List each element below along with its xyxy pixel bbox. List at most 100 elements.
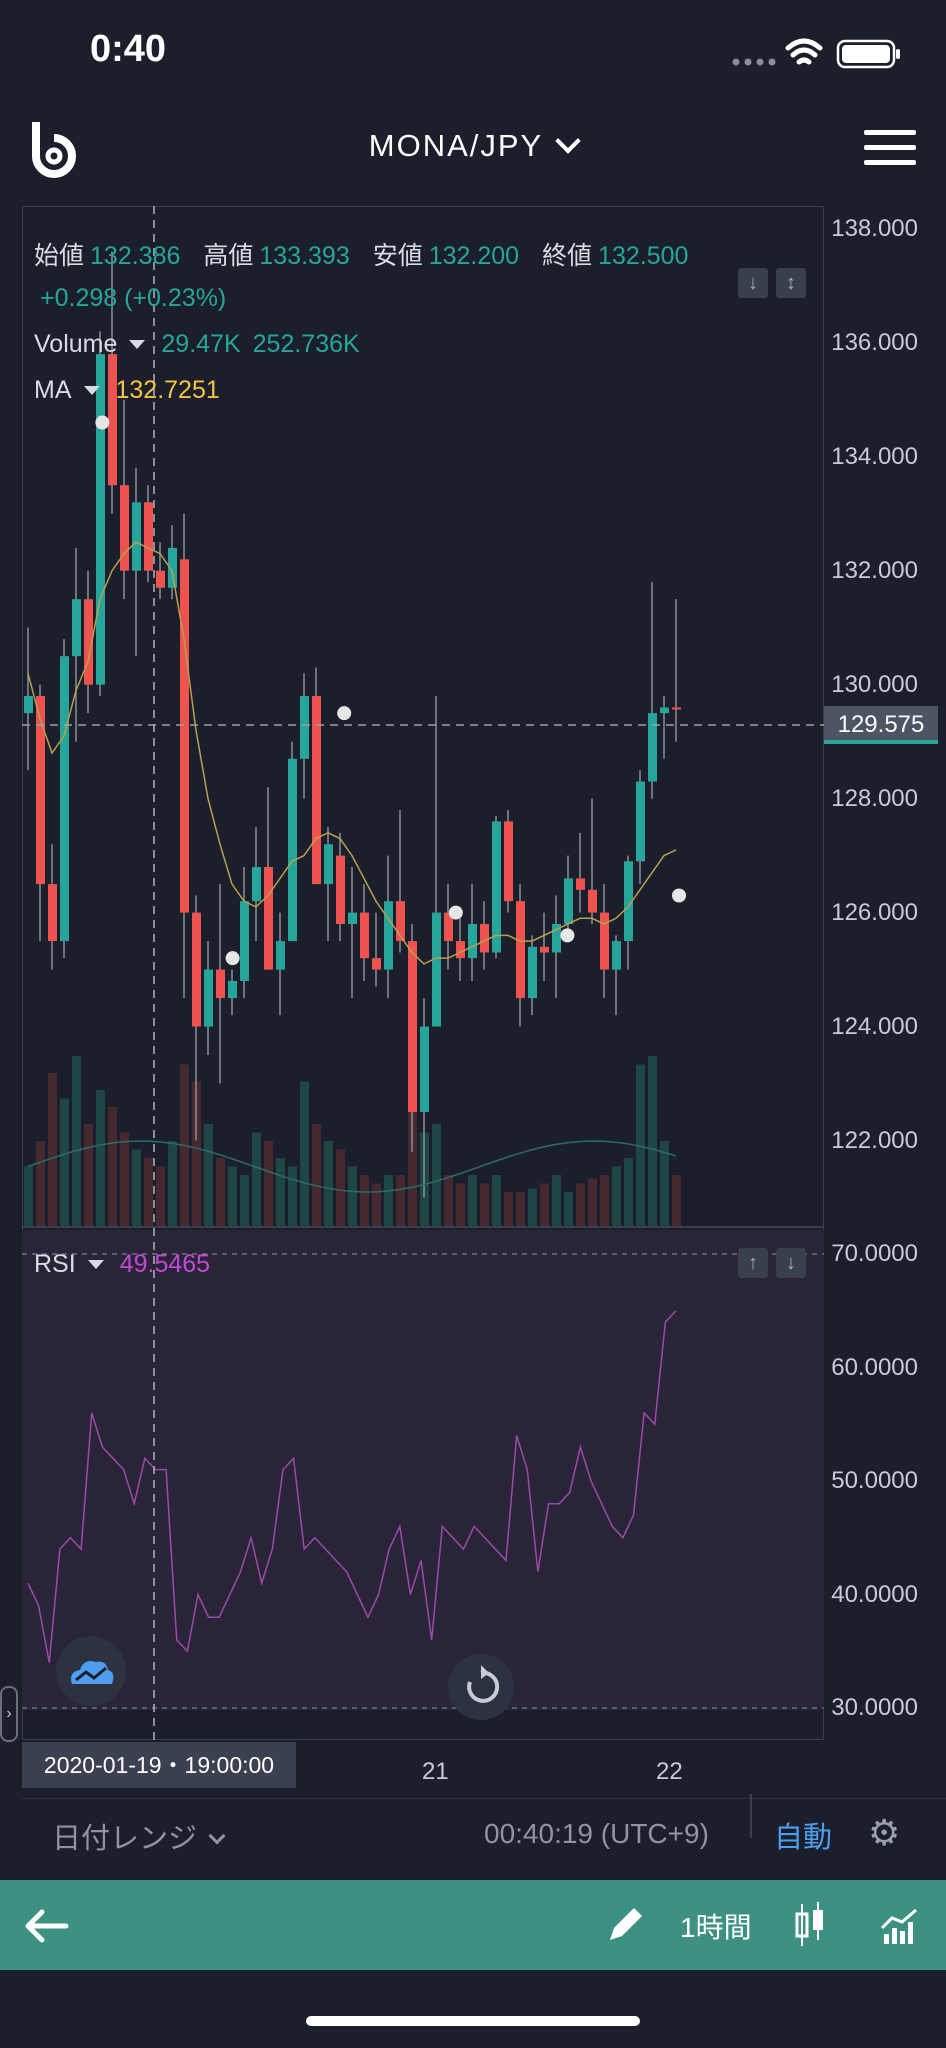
change-text: +0.298 (+0.23%) (40, 284, 227, 312)
open-value: 132.386 (90, 242, 181, 270)
volume-value-1: 29.47K (161, 330, 241, 358)
volume-bar (240, 1175, 249, 1226)
status-time: 0:40 (90, 28, 167, 70)
ma-label: MA (34, 376, 72, 404)
dropdown-icon[interactable] (87, 1260, 104, 1269)
price-axis: 138.000 136.000 134.000 132.000 130.000 128.0… (824, 206, 924, 1740)
chart-frame[interactable] (22, 206, 824, 1740)
volume-bar (192, 1081, 201, 1226)
price-tick-label: 122.000 (831, 1126, 918, 1154)
ohlc-legend: 始値 132.386 高値 133.393 安値 132.200 終値 132.500 (34, 236, 704, 272)
move-up-icon[interactable]: ↑ (738, 1248, 768, 1278)
candle-body (540, 946, 549, 953)
candle-body (360, 912, 369, 959)
volume-bar (216, 1158, 225, 1226)
candle-body (612, 941, 621, 970)
move-down-icon[interactable]: ↓ (776, 1248, 806, 1278)
dropdown-icon[interactable] (129, 340, 146, 349)
candle-body (60, 656, 69, 942)
volume-bar (168, 1141, 177, 1226)
candle-body (456, 941, 465, 959)
pair-selector[interactable]: MONA/JPY (0, 128, 946, 164)
x-tick-label: 22 (656, 1758, 683, 1785)
candle-body (564, 878, 573, 924)
volume-bar (552, 1175, 561, 1226)
move-down-icon[interactable]: ↓ (738, 268, 768, 298)
pencil-icon[interactable] (604, 1902, 648, 1946)
candle-body (132, 502, 141, 571)
battery-icon (836, 39, 900, 69)
x-tick-label: 21 (422, 1758, 449, 1785)
candle-body (180, 559, 189, 913)
volume-bar (492, 1175, 501, 1226)
indicator-icon[interactable] (880, 1904, 920, 1946)
candle-body (600, 912, 609, 970)
volume-bar (132, 1149, 141, 1226)
candle-body (312, 696, 321, 885)
candle-body (252, 867, 261, 902)
candle-body (264, 867, 273, 970)
volume-legend[interactable]: Volume 29.47K 252.736K (34, 330, 376, 359)
hamburger-menu-icon[interactable] (864, 130, 916, 166)
high-value: 133.393 (259, 242, 350, 270)
reset-icon (467, 1665, 500, 1703)
candle-body (72, 599, 81, 657)
gear-icon[interactable]: ⚙ (868, 1812, 901, 1853)
candle-body (624, 861, 633, 942)
volume-bar (108, 1107, 117, 1226)
candle-body (516, 901, 525, 999)
volume-bar (540, 1183, 549, 1226)
side-panel-handle[interactable]: › (0, 1686, 18, 1742)
volume-bar (384, 1175, 393, 1226)
expand-icon[interactable]: ↕ (776, 268, 806, 298)
candle-body (660, 707, 669, 714)
volume-bar (516, 1192, 525, 1226)
volume-bar (456, 1183, 465, 1226)
candle-body (240, 901, 249, 981)
brand-logo-icon[interactable] (30, 120, 84, 178)
volume-bar (264, 1141, 273, 1226)
status-icons (732, 38, 900, 69)
candle-body (84, 599, 93, 685)
volume-bar (600, 1175, 609, 1226)
volume-bar (468, 1175, 477, 1226)
volume-bar (444, 1175, 453, 1226)
price-chart[interactable] (22, 206, 824, 1740)
volume-bar (300, 1081, 309, 1226)
candle-body (204, 969, 213, 1027)
clock-display[interactable]: 00:40:19 (UTC+9) (484, 1818, 709, 1849)
price-tick-label: 124.000 (831, 1012, 918, 1040)
cloud-chart-button[interactable] (56, 1636, 126, 1706)
volume-ma-line (27, 1140, 677, 1193)
rsi-legend[interactable]: RSI 49.5465 (34, 1250, 210, 1279)
back-arrow-icon[interactable] (22, 1906, 72, 1946)
date-range-selector[interactable]: 日付レンジ (52, 1815, 226, 1857)
dropdown-icon[interactable] (83, 386, 100, 395)
volume-bar (60, 1098, 69, 1226)
volume-bar (84, 1124, 93, 1226)
candle-body (96, 354, 105, 685)
change-value: +0.298 (+0.23%) (40, 284, 242, 313)
candle-body (432, 912, 441, 1027)
volume-bar (396, 1175, 405, 1226)
volume-bar (372, 1183, 381, 1226)
volume-label: Volume (34, 330, 118, 358)
volume-bar (252, 1132, 261, 1226)
candle-body (144, 502, 153, 571)
reset-button[interactable] (448, 1654, 514, 1720)
candlestick-icon[interactable] (794, 1900, 828, 1950)
volume-bar (624, 1158, 633, 1226)
auto-scale-button[interactable]: 自動 (774, 1822, 833, 1854)
candle-body (468, 923, 477, 959)
interval-button[interactable]: 1時間 (680, 1912, 752, 1943)
volume-bar (504, 1192, 513, 1226)
price-tick-label: 130.000 (831, 670, 918, 698)
candle-body (396, 901, 405, 942)
volume-bar (348, 1166, 357, 1226)
chevron-down-icon (555, 128, 581, 154)
candle-body (108, 354, 117, 486)
signal-marker (225, 951, 240, 966)
ma-legend[interactable]: MA 132.7251 (34, 376, 220, 405)
candle-body (576, 878, 585, 890)
rsi-tick-label: 60.0000 (831, 1353, 918, 1381)
